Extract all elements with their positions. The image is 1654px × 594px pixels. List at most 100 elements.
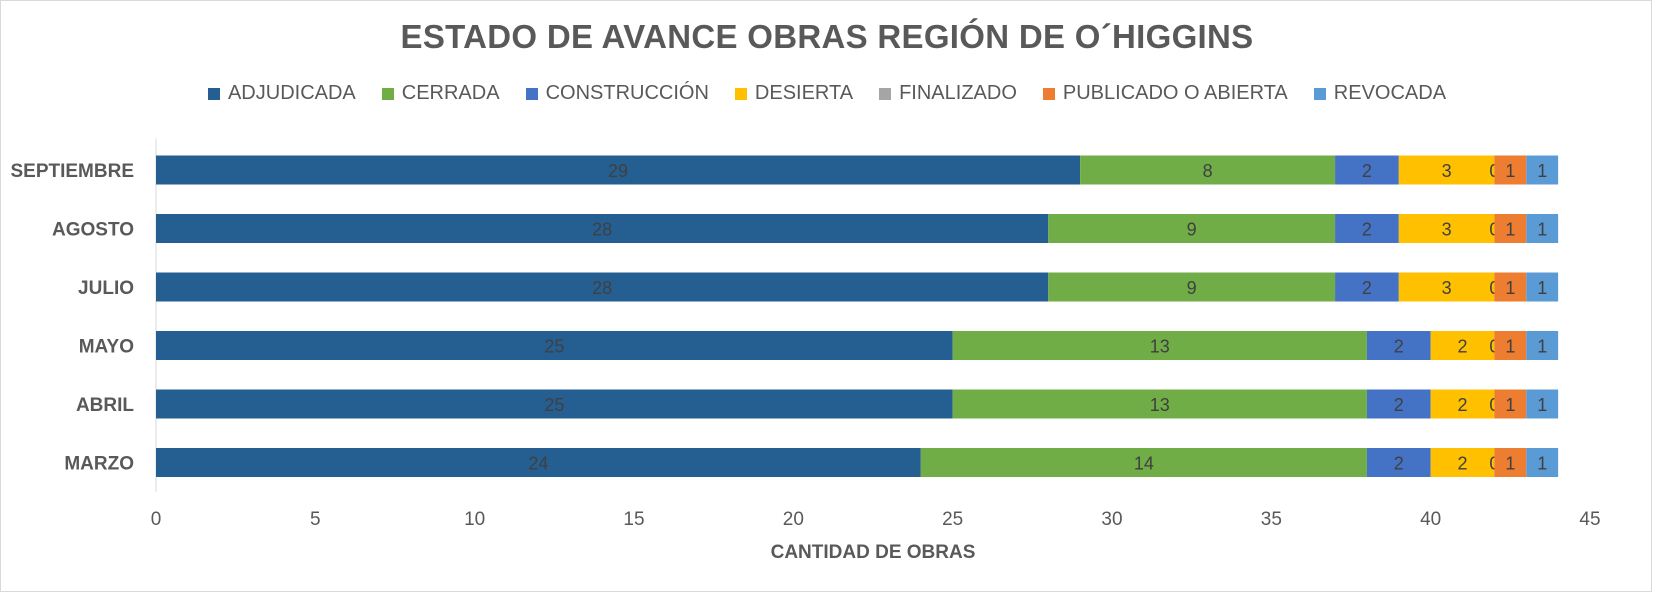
bar-agosto-publicado-o-abierta	[1494, 214, 1527, 243]
bar-marzo-cerrada	[920, 448, 1367, 477]
data-label-julio-desierta: 3	[1442, 278, 1452, 298]
x-tick-label-0: 0	[151, 509, 162, 530]
bar-agosto-cerrada	[1048, 214, 1336, 243]
data-label-agosto-adjudicada: 28	[592, 220, 612, 240]
legend-item-finalizado: FINALIZADO	[879, 82, 1017, 105]
legend-swatch-revocada	[1313, 87, 1326, 100]
bar-julio-adjudicada	[156, 272, 1049, 302]
legend-item-revocada: REVOCADA	[1313, 82, 1447, 105]
data-label-agosto-construccion: 2	[1362, 220, 1372, 240]
bar-septiembre-construccion	[1335, 155, 1399, 185]
x-tick-label-35: 35	[1261, 509, 1282, 530]
bar-mayo-cerrada	[952, 331, 1367, 360]
legend-label-desierta: DESIERTA	[754, 82, 854, 104]
category-label-abril: ABRIL	[76, 395, 134, 416]
bar-julio-cerrada	[1048, 272, 1336, 302]
x-tick-label-45: 45	[1579, 509, 1600, 530]
category-label-septiembre: SEPTIEMBRE	[10, 161, 134, 182]
legend-swatch-construccion	[525, 87, 538, 100]
data-label-septiembre-construccion: 2	[1362, 161, 1372, 181]
x-tick-label-25: 25	[942, 509, 963, 530]
x-tick-label-5: 5	[310, 509, 321, 530]
bar-mayo-adjudicada	[156, 331, 953, 360]
bar-abril-cerrada	[952, 389, 1367, 419]
legend-swatch-cerrada	[381, 87, 394, 100]
data-label-abril-cerrada: 13	[1150, 395, 1170, 415]
bar-mayo-construccion	[1366, 331, 1431, 360]
data-label-septiembre-adjudicada: 29	[608, 161, 628, 181]
category-label-mayo: MAYO	[79, 337, 134, 358]
bar-abril-publicado-o-abierta	[1494, 389, 1527, 419]
legend-item-publicado-o-abierta: PUBLICADO O ABIERTA	[1042, 82, 1288, 105]
x-tick-label-30: 30	[1101, 509, 1122, 530]
data-label-abril-adjudicada: 25	[544, 395, 564, 415]
bar-mayo-publicado-o-abierta	[1494, 331, 1527, 360]
legend-item-construccion: CONSTRUCCIÓN	[525, 82, 709, 105]
data-label-marzo-publicado-o-abierta: 1	[1505, 454, 1515, 474]
legend-label-cerrada: CERRADA	[401, 82, 500, 104]
data-label-septiembre-revocada: 1	[1537, 161, 1547, 181]
x-tick-label-20: 20	[783, 509, 804, 530]
data-label-agosto-revocada: 1	[1537, 220, 1547, 240]
data-label-marzo-cerrada: 14	[1134, 454, 1154, 474]
category-label-julio: JULIO	[78, 278, 134, 299]
data-label-mayo-revocada: 1	[1537, 337, 1547, 357]
x-tick-label-15: 15	[623, 509, 644, 530]
bar-marzo-construccion	[1366, 448, 1431, 477]
bar-abril-desierta	[1430, 389, 1495, 419]
data-label-mayo-cerrada: 13	[1150, 337, 1170, 357]
data-label-agosto-desierta: 3	[1442, 220, 1452, 240]
data-label-julio-construccion: 2	[1362, 278, 1372, 298]
data-label-mayo-construccion: 2	[1394, 337, 1404, 357]
x-tick-label-10: 10	[464, 509, 485, 530]
data-label-julio-revocada: 1	[1537, 278, 1547, 298]
bar-abril-adjudicada	[156, 389, 953, 419]
data-label-marzo-adjudicada: 24	[528, 454, 548, 474]
chart-legend: ADJUDICADA CERRADA CONSTRUCCIÓN DESIERTA FIN…	[0, 82, 1654, 105]
legend-swatch-adjudicada	[207, 87, 220, 100]
data-label-abril-construccion: 2	[1394, 395, 1404, 415]
data-label-agosto-publicado-o-abierta: 1	[1505, 220, 1515, 240]
bar-agosto-revocada	[1526, 214, 1559, 243]
data-label-agosto-cerrada: 9	[1187, 220, 1197, 240]
data-label-abril-desierta: 2	[1458, 395, 1468, 415]
legend-swatch-desierta	[734, 87, 747, 100]
data-label-marzo-desierta: 2	[1458, 454, 1468, 474]
category-label-marzo: MARZO	[64, 454, 134, 475]
bar-agosto-adjudicada	[156, 214, 1049, 243]
bar-julio-revocada	[1526, 272, 1559, 302]
bar-septiembre-cerrada	[1080, 155, 1336, 185]
data-label-julio-cerrada: 9	[1187, 278, 1197, 298]
bar-julio-publicado-o-abierta	[1494, 272, 1527, 302]
bar-septiembre-desierta	[1398, 155, 1495, 185]
bar-abril-construccion	[1366, 389, 1431, 419]
legend-label-publicado-o-abierta: PUBLICADO O ABIERTA	[1062, 82, 1288, 104]
legend-label-construccion: CONSTRUCCIÓN	[545, 82, 709, 104]
legend-item-adjudicada: ADJUDICADA	[207, 82, 356, 105]
legend-label-adjudicada: ADJUDICADA	[227, 82, 356, 104]
bar-mayo-revocada	[1526, 331, 1559, 360]
data-label-septiembre-cerrada: 8	[1203, 161, 1213, 181]
bar-abril-revocada	[1526, 389, 1559, 419]
data-label-mayo-publicado-o-abierta: 1	[1505, 337, 1515, 357]
bar-agosto-construccion	[1335, 214, 1399, 243]
x-axis-title: CANTIDAD DE OBRAS	[771, 542, 976, 563]
bar-julio-desierta	[1398, 272, 1495, 302]
data-label-julio-adjudicada: 28	[592, 278, 612, 298]
data-label-marzo-revocada: 1	[1537, 454, 1547, 474]
legend-item-cerrada: CERRADA	[381, 82, 500, 105]
bar-mayo-desierta	[1430, 331, 1495, 360]
legend-swatch-finalizado	[879, 87, 892, 100]
bar-agosto-desierta	[1398, 214, 1495, 243]
chart-title: ESTADO DE AVANCE OBRAS REGIÓN DE O´HIGGI…	[400, 18, 1254, 55]
bar-marzo-publicado-o-abierta	[1494, 448, 1527, 477]
legend-item-desierta: DESIERTA	[734, 82, 854, 105]
data-label-septiembre-desierta: 3	[1442, 161, 1452, 181]
bar-septiembre-publicado-o-abierta	[1494, 155, 1527, 185]
bar-septiembre-adjudicada	[156, 155, 1081, 185]
legend-label-revocada: REVOCADA	[1333, 82, 1447, 104]
bar-septiembre-revocada	[1526, 155, 1559, 185]
data-label-septiembre-publicado-o-abierta: 1	[1505, 161, 1515, 181]
